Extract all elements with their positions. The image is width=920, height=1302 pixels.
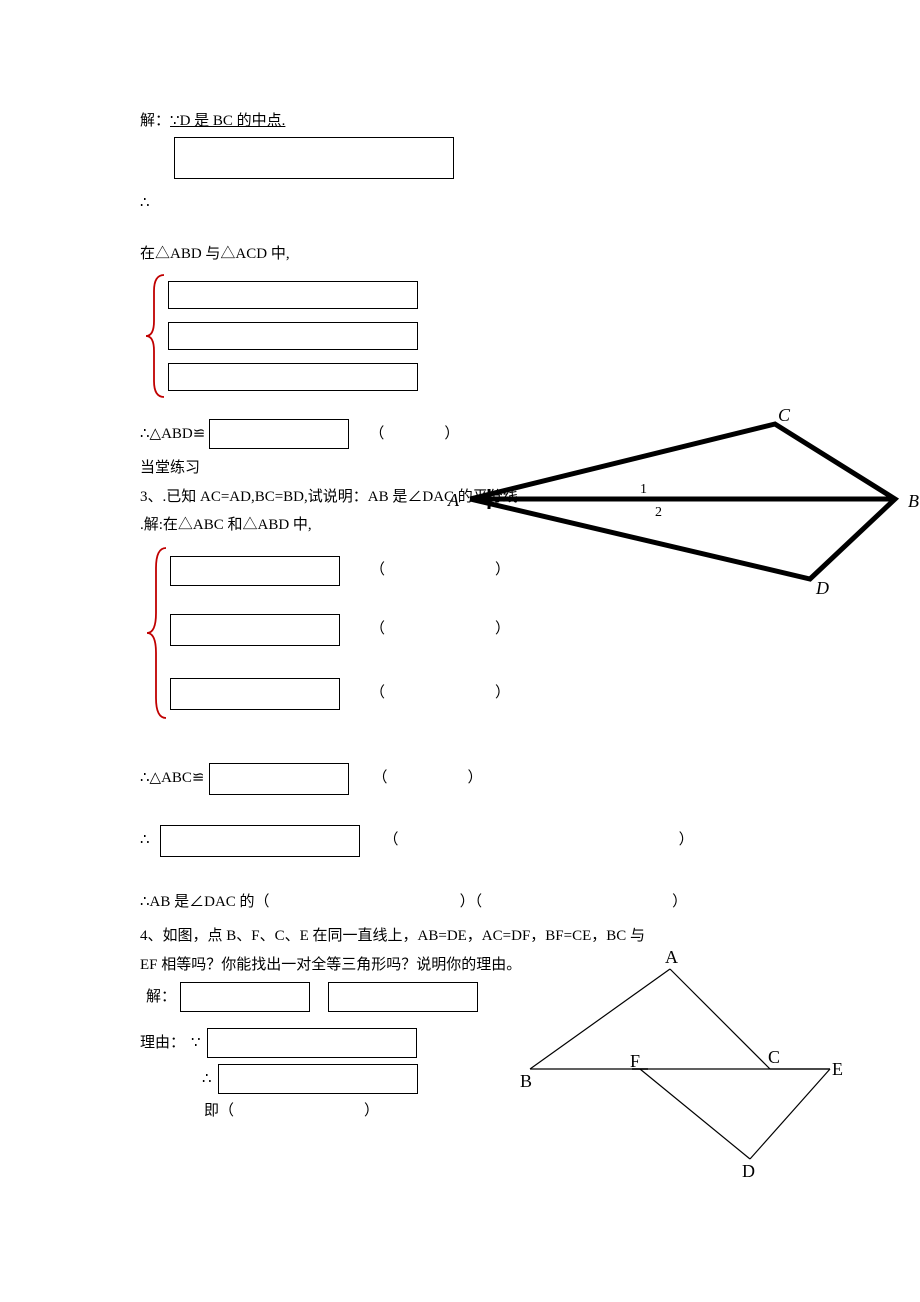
because-q4: ∵	[191, 1032, 201, 1055]
paren-th-c: ）	[679, 829, 694, 852]
blank-q4-r1	[207, 1028, 417, 1058]
kite-num-1: 1	[640, 482, 647, 497]
line-in-abd-acd: 在△ABD 与△ACD 中,	[140, 243, 870, 266]
blank-q4-t	[218, 1064, 418, 1094]
text-in-abd-acd: 在△ABD 与△ACD 中,	[140, 243, 290, 266]
triangle-diagram: A B F C E D	[510, 949, 850, 1179]
text-abc-cong: ∴△ABC≌	[140, 767, 205, 790]
paren-2-3-c: ）	[495, 682, 510, 705]
text-because-d: ∵D 是 BC 的中点.	[170, 110, 285, 133]
text-abd-cong: ∴△ABD≌	[140, 423, 205, 446]
line-therefore-1: ∴	[140, 192, 870, 215]
tri-label-E: E	[832, 1059, 843, 1079]
kite-num-2: 2	[655, 505, 662, 520]
paren-th-o: （	[384, 829, 399, 852]
brace-1	[144, 271, 168, 401]
tri-label-B: B	[520, 1071, 532, 1091]
kite-label-C: C	[778, 405, 791, 425]
kite-label-A: A	[447, 490, 460, 510]
paren-abc-o: （	[373, 767, 388, 790]
brace-1-boxes	[168, 271, 418, 401]
kite-diagram: C A B D 1 2	[440, 399, 920, 619]
blank-abd	[209, 419, 349, 449]
kite-label-D: D	[815, 578, 829, 598]
blank-1-3	[168, 363, 418, 391]
q4-block: 4、如图，点 B、F、C、E 在同一直线上，AB=DE，AC=DF，BF=CE，…	[140, 925, 870, 1123]
blank-below-midpoint	[174, 137, 454, 179]
blank-2-1	[170, 556, 340, 586]
text-exercise: 当堂练习	[140, 457, 200, 480]
paren-2-3-o: （	[370, 682, 385, 705]
paren-abc-c: ）	[468, 767, 483, 790]
paren-2-1-o: （	[370, 559, 385, 582]
therefore-2: ∴	[140, 829, 150, 852]
text-q4-sol: 解：	[146, 986, 176, 1009]
paren-abd-open: （	[369, 423, 384, 446]
paren-dac-c: ）	[672, 891, 687, 914]
blank-q4-s1	[180, 982, 310, 1012]
line-q4-a: 4、如图，点 B、F、C、E 在同一直线上，AB=DE，AC=DF，BF=CE，…	[140, 925, 870, 948]
blank-therefore	[160, 825, 360, 857]
blank-abc	[209, 763, 349, 795]
paren-dac-sep: ）（	[460, 891, 483, 914]
text-ab-dac: ∴AB 是∠DAC 的（	[140, 891, 270, 914]
blank-2-2	[170, 614, 340, 646]
text-q4-ie: 即（	[204, 1100, 234, 1123]
paren-2-2-c: ）	[495, 618, 510, 641]
line-solve-d-midpoint: 解： ∵D 是 BC 的中点.	[140, 110, 870, 133]
therefore-1: ∴	[140, 192, 150, 215]
text-q4-a: 4、如图，点 B、F、C、E 在同一直线上，AB=DE，AC=DF，BF=CE，…	[140, 925, 645, 948]
therefore-q4: ∴	[202, 1068, 212, 1091]
blank-1-2	[168, 322, 418, 350]
kite-label-B: B	[908, 491, 919, 511]
blank-q4-s2	[328, 982, 478, 1012]
tri-label-A: A	[665, 949, 678, 967]
text-q4-b: EF 相等吗？你能找出一对全等三角形吗？说明你的理由。	[140, 954, 521, 977]
tri-label-C: C	[768, 1047, 780, 1067]
text-solve-prefix: 解：	[140, 110, 170, 133]
line-abc-cong: ∴△ABC≌ （ ）	[140, 763, 870, 795]
tri-label-F: F	[630, 1051, 640, 1071]
paren-2-2-o: （	[370, 618, 385, 641]
brace-2	[144, 543, 170, 723]
text-q4-reason: 理由：	[140, 1032, 185, 1055]
brace-group-1	[144, 271, 870, 401]
line-ab-dac: ∴AB 是∠DAC 的（ ）（ ）	[140, 891, 870, 914]
blank-2-3	[170, 678, 340, 710]
blank-1-1	[168, 281, 418, 309]
page: 解： ∵D 是 BC 的中点. ∴ 在△ABD 与△ACD 中, ∴△ABD≌ …	[0, 0, 920, 1302]
tri-label-D: D	[742, 1161, 755, 1179]
line-therefore-box: ∴ （ ）	[140, 825, 870, 857]
text-q3-sol: .解:在△ABC 和△ABD 中,	[140, 514, 312, 537]
paren-q4-ie-c: ）	[364, 1100, 379, 1123]
